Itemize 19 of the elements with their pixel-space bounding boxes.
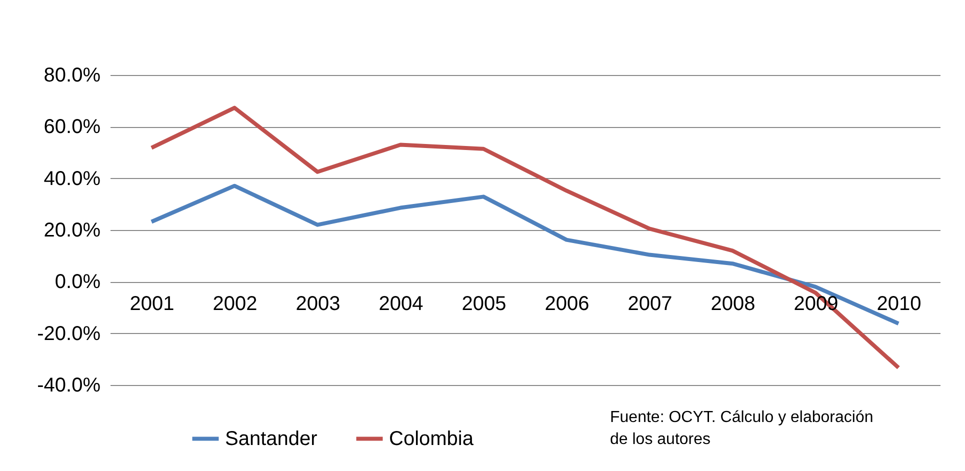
source-note: Fuente: OCYT. Cálculo y elaboración de los autores: [610, 409, 874, 448]
x-tick-label: 2001: [130, 293, 174, 316]
x-tick-label: 2005: [462, 293, 506, 316]
x-tick-label: 2008: [710, 293, 756, 316]
y-tick-label: 20.0%: [44, 220, 101, 242]
y-tick-label: -20.0%: [37, 322, 101, 345]
legend-label: Colombia: [389, 428, 474, 450]
y-tick-label: 60.0%: [44, 116, 101, 138]
y-tick-label: 40.0%: [44, 168, 101, 190]
x-tick-label: 2003: [296, 293, 340, 316]
x-tick-label: 2007: [628, 293, 672, 316]
y-tick-label: -40.0%: [37, 374, 101, 396]
x-tick-label: 2002: [212, 293, 258, 316]
y-tick-label: 80.0%: [44, 64, 101, 86]
y-tick-label: 0.0%: [54, 271, 101, 294]
legend-label: Santander: [225, 428, 318, 450]
x-tick-label: 2004: [378, 293, 424, 316]
x-tick-label: 2010: [876, 293, 922, 316]
x-tick-label: 2006: [544, 293, 590, 316]
